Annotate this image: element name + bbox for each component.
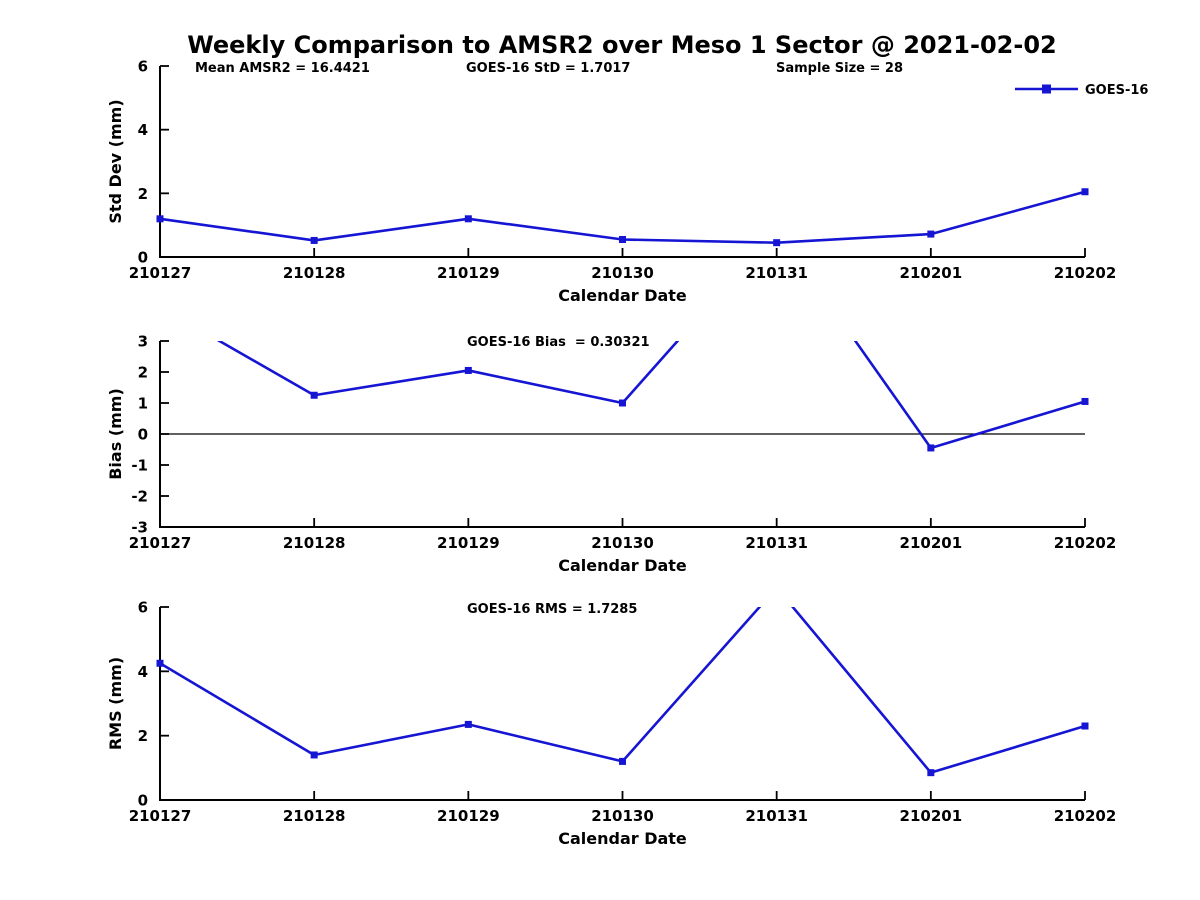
x-tick-label: 210129 [437, 534, 500, 552]
x-tick-label: 210201 [900, 534, 963, 552]
y-tick-label: 1 [138, 395, 148, 413]
x-tick-label: 210201 [900, 807, 963, 825]
x-axis-label: Calendar Date [558, 829, 687, 848]
x-tick-label: 210128 [283, 807, 346, 825]
series-goes-16 [156, 584, 1089, 777]
data-line [159, 190, 1086, 244]
x-tick-label: 210202 [1054, 807, 1117, 825]
x-tick-label: 210201 [900, 264, 963, 282]
data-point-marker [927, 444, 935, 452]
data-point-marker [156, 215, 164, 223]
plot-std-dev: 0 2 4 6 210127 210128 210129 210130 210131 210201… [106, 58, 1116, 306]
legend-label: GOES-16 [1085, 83, 1148, 98]
y-tick-label: -2 [131, 488, 148, 506]
data-point-marker [464, 720, 472, 728]
data-point-marker [310, 391, 318, 399]
y-tick-label: 2 [138, 364, 148, 382]
x-tick-label: 210202 [1054, 264, 1117, 282]
x-tick-label: 210127 [129, 534, 192, 552]
x-tick-label: 210131 [745, 807, 808, 825]
y-axis-label: RMS (mm) [106, 657, 125, 750]
data-point-marker [157, 303, 164, 310]
x-tick-label: 210130 [591, 264, 654, 282]
annotation: GOES-16 StD = 1.7017 [466, 61, 630, 76]
plot-bias: -3 -2 -1 0 1 2 3 210127 210128 210129 210130 210131… [106, 226, 1117, 576]
annotation: Mean AMSR2 = 16.4421 [195, 61, 370, 76]
data-point-marker [464, 366, 472, 374]
x-axis-label: Calendar Date [558, 556, 687, 575]
data-point-marker [156, 659, 164, 667]
data-point-marker [310, 751, 318, 759]
data-point-marker [927, 230, 935, 238]
data-point-marker [619, 235, 626, 243]
y-tick-label: 4 [138, 121, 148, 139]
axis-frame [159, 66, 1085, 258]
data-point-marker [1081, 722, 1089, 730]
legend: GOES-16 [1015, 83, 1148, 98]
data-point-marker [773, 239, 781, 247]
y-axis-label: Std Dev (mm) [106, 99, 125, 223]
x-tick-label: 210129 [437, 264, 500, 282]
figure-title: Weekly Comparison to AMSR2 over Meso 1 S… [187, 31, 1056, 59]
x-tick-label: 210130 [591, 534, 654, 552]
annotation: GOES-16 Bias = 0.30321 [467, 335, 650, 350]
data-point-marker [1081, 188, 1089, 196]
data-point-marker [927, 769, 935, 777]
series-goes-16 [157, 226, 1089, 452]
x-tick-label: 210127 [129, 807, 192, 825]
x-tick-label: 210130 [591, 807, 654, 825]
x-tick-label: 210127 [129, 264, 192, 282]
y-tick-label: 4 [138, 663, 148, 681]
x-tick-label: 210202 [1054, 534, 1117, 552]
y-tick-label: 0 [138, 249, 148, 267]
y-tick-label: 6 [138, 58, 148, 76]
x-tick-label: 210129 [437, 807, 500, 825]
x-tick-label: 210131 [745, 264, 808, 282]
plot-rms: 0 2 4 6 210127 210128 210129 210130 210131 210201… [106, 584, 1117, 849]
y-tick-label: 3 [138, 333, 148, 351]
x-tick-label: 210128 [283, 534, 346, 552]
data-point-marker [310, 236, 318, 244]
y-tick-label: -3 [131, 519, 148, 537]
axis-frame [159, 607, 1085, 801]
y-tick-label: 0 [138, 792, 148, 810]
annotation: GOES-16 RMS = 1.7285 [467, 602, 637, 617]
y-axis-label: Bias (mm) [106, 388, 125, 480]
x-axis-label: Calendar Date [558, 286, 687, 305]
annotation: Sample Size = 28 [776, 61, 903, 76]
y-tick-label: 6 [138, 599, 148, 617]
x-tick-label: 210128 [283, 264, 346, 282]
y-tick-label: 2 [138, 727, 148, 745]
data-point-marker [773, 584, 780, 591]
y-tick-label: -1 [131, 457, 148, 475]
data-point-marker [464, 215, 472, 223]
y-tick-label: 0 [138, 426, 148, 444]
y-tick-label: 2 [138, 185, 148, 203]
data-point-marker [1081, 397, 1089, 405]
data-point-marker [619, 757, 626, 765]
legend-marker [1042, 84, 1051, 94]
x-tick-label: 210131 [745, 534, 808, 552]
data-point-marker [619, 399, 626, 407]
data-point-marker [773, 226, 780, 233]
series-goes-16 [156, 188, 1089, 247]
subplots: 0 2 4 6 210127 210128 210129 210130 210131 210201… [106, 58, 1116, 849]
